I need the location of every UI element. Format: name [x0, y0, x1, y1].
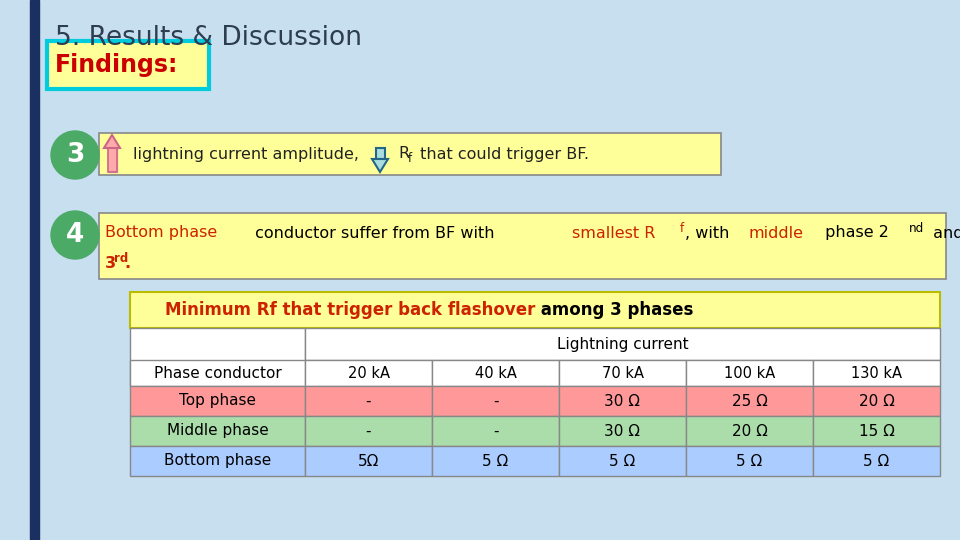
- FancyBboxPatch shape: [686, 360, 813, 386]
- Text: Phase conductor: Phase conductor: [154, 366, 281, 381]
- Text: Middle phase: Middle phase: [167, 423, 269, 438]
- FancyBboxPatch shape: [130, 446, 305, 476]
- Text: 5 Ω: 5 Ω: [736, 454, 762, 469]
- FancyBboxPatch shape: [559, 446, 686, 476]
- FancyBboxPatch shape: [99, 133, 721, 175]
- Text: 25 Ω: 25 Ω: [732, 394, 767, 408]
- Text: rd: rd: [114, 253, 129, 266]
- Text: Bottom phase: Bottom phase: [164, 454, 271, 469]
- Text: 30 Ω: 30 Ω: [605, 394, 640, 408]
- Text: 5Ω: 5Ω: [358, 454, 379, 469]
- Bar: [376, 148, 385, 159]
- Circle shape: [51, 131, 99, 179]
- FancyBboxPatch shape: [130, 416, 305, 446]
- FancyBboxPatch shape: [99, 213, 946, 279]
- FancyBboxPatch shape: [432, 386, 559, 416]
- FancyBboxPatch shape: [813, 360, 940, 386]
- Text: 5 Ω: 5 Ω: [482, 454, 509, 469]
- FancyBboxPatch shape: [130, 386, 305, 416]
- Text: Lightning current: Lightning current: [557, 336, 688, 352]
- Text: conductor suffer from BF with: conductor suffer from BF with: [250, 226, 499, 240]
- Text: Bottom phase: Bottom phase: [105, 226, 217, 240]
- Bar: [108, 148, 117, 172]
- FancyBboxPatch shape: [432, 446, 559, 476]
- Text: Top phase: Top phase: [179, 394, 256, 408]
- Text: 5. Results & Discussion: 5. Results & Discussion: [55, 25, 362, 51]
- Text: 40 kA: 40 kA: [474, 366, 516, 381]
- FancyBboxPatch shape: [130, 292, 940, 328]
- FancyBboxPatch shape: [559, 416, 686, 446]
- Text: f: f: [408, 152, 412, 165]
- FancyBboxPatch shape: [559, 360, 686, 386]
- Text: -: -: [492, 394, 498, 408]
- Text: -: -: [366, 394, 372, 408]
- Text: among 3 phases: among 3 phases: [535, 301, 693, 319]
- Text: nd: nd: [909, 221, 924, 234]
- Bar: [108, 148, 117, 172]
- Circle shape: [51, 211, 99, 259]
- FancyBboxPatch shape: [559, 386, 686, 416]
- Text: 3: 3: [105, 255, 116, 271]
- FancyBboxPatch shape: [130, 360, 305, 386]
- Text: 4: 4: [66, 222, 84, 248]
- FancyBboxPatch shape: [47, 41, 209, 89]
- Text: lightning current amplitude,: lightning current amplitude,: [133, 146, 359, 161]
- FancyBboxPatch shape: [432, 360, 559, 386]
- FancyBboxPatch shape: [305, 446, 432, 476]
- Text: 20 Ω: 20 Ω: [858, 394, 895, 408]
- FancyBboxPatch shape: [305, 328, 940, 360]
- FancyBboxPatch shape: [432, 416, 559, 446]
- FancyBboxPatch shape: [813, 446, 940, 476]
- FancyBboxPatch shape: [686, 386, 813, 416]
- Text: and: and: [928, 226, 960, 240]
- FancyBboxPatch shape: [305, 386, 432, 416]
- FancyBboxPatch shape: [813, 416, 940, 446]
- Text: 15 Ω: 15 Ω: [858, 423, 895, 438]
- FancyBboxPatch shape: [686, 446, 813, 476]
- Text: 20 kA: 20 kA: [348, 366, 390, 381]
- FancyBboxPatch shape: [130, 328, 305, 386]
- Text: 30 Ω: 30 Ω: [605, 423, 640, 438]
- Text: f: f: [680, 221, 684, 234]
- Polygon shape: [104, 135, 120, 148]
- Text: middle: middle: [749, 226, 804, 240]
- Text: Findings:: Findings:: [55, 53, 179, 77]
- Text: R: R: [398, 146, 409, 161]
- Text: -: -: [492, 423, 498, 438]
- Polygon shape: [372, 159, 388, 172]
- Text: 100 kA: 100 kA: [724, 366, 775, 381]
- Text: smallest R: smallest R: [572, 226, 656, 240]
- Text: 70 kA: 70 kA: [602, 366, 643, 381]
- Text: Minimum Rf that trigger back flashover: Minimum Rf that trigger back flashover: [164, 301, 535, 319]
- Text: -: -: [366, 423, 372, 438]
- Text: that could trigger BF.: that could trigger BF.: [415, 146, 589, 161]
- Text: .: .: [124, 255, 131, 271]
- Text: 20 Ω: 20 Ω: [732, 423, 767, 438]
- Text: 5 Ω: 5 Ω: [863, 454, 890, 469]
- FancyBboxPatch shape: [813, 386, 940, 416]
- Text: 5 Ω: 5 Ω: [610, 454, 636, 469]
- FancyBboxPatch shape: [686, 416, 813, 446]
- Bar: [30, 0, 39, 540]
- FancyBboxPatch shape: [305, 416, 432, 446]
- Text: 130 kA: 130 kA: [851, 366, 902, 381]
- Text: 3: 3: [66, 142, 84, 168]
- FancyBboxPatch shape: [305, 360, 432, 386]
- Text: , with: , with: [685, 226, 734, 240]
- Text: phase 2: phase 2: [820, 226, 889, 240]
